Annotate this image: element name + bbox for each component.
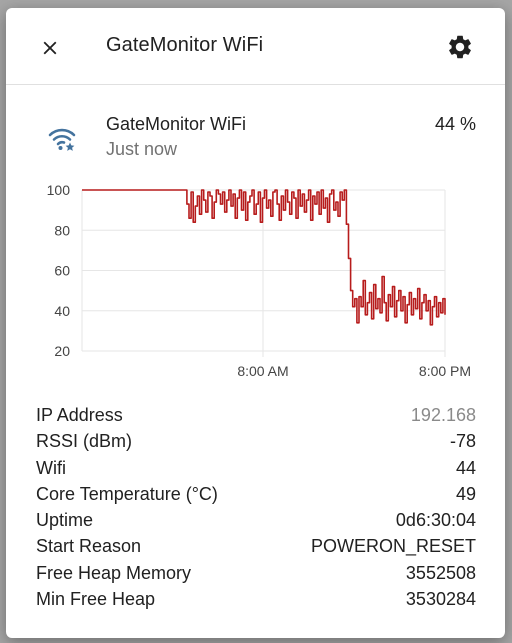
dialog-header: GateMonitor WiFi (6, 8, 505, 85)
attribute-value: 0d6:30:04 (395, 510, 476, 531)
attribute-key: IP Address (36, 405, 123, 425)
attribute-value: 3552508 (405, 562, 476, 583)
attribute-value: 3530284 (405, 589, 476, 610)
y-tick-label: 60 (54, 263, 70, 279)
series-line (82, 189, 446, 326)
attributes-list: IP Address 192.168 RSSI (dBm) -78 Wifi 4… (36, 402, 476, 612)
entity-state: 44 % (434, 114, 476, 134)
attribute-key: Start Reason (36, 536, 142, 557)
y-tick-label: 20 (54, 343, 70, 359)
x-tick-label: 8:00 PM (419, 363, 471, 379)
attribute-key: Wifi (36, 457, 66, 478)
close-icon (43, 41, 57, 55)
attribute-row: Min Free Heap 3530284 (36, 586, 476, 612)
gear-icon (449, 35, 471, 59)
attribute-key: Core Temperature (°C) (36, 483, 218, 504)
attribute-row: Uptime 0d6:30:04 (36, 507, 476, 533)
settings-button[interactable] (443, 30, 477, 64)
entity-name: GateMonitor WiFi (106, 114, 247, 134)
entity-state-row: GateMonitor WiFi Just now 44 % (6, 108, 505, 168)
y-tick-label: 40 (54, 303, 70, 319)
attribute-row: Core Temperature (°C) 49 (36, 481, 476, 507)
y-tick-label: 80 (54, 222, 70, 238)
x-tick-label: 8:00 AM (237, 363, 288, 379)
last-changed: Just now (106, 139, 178, 159)
attribute-key: Min Free Heap (36, 589, 156, 610)
more-info-dialog: GateMonitor WiFi GateMonitor WiFi Just n… (6, 8, 505, 638)
y-tick-label: 100 (47, 182, 71, 198)
attribute-row: Free Heap Memory 3552508 (36, 560, 476, 586)
attribute-value: POWERON_RESET (310, 536, 476, 557)
attribute-value: -78 (449, 431, 476, 452)
attribute-key: Free Heap Memory (36, 562, 192, 583)
attribute-value: 49 (455, 483, 476, 504)
attribute-row: RSSI (dBm) -78 (36, 428, 476, 454)
attribute-key: RSSI (dBm) (36, 431, 133, 452)
attribute-value: 192.168 (410, 405, 476, 425)
attribute-row: Wifi 44 (36, 455, 476, 481)
attribute-row: Start Reason POWERON_RESET (36, 533, 476, 559)
wifi-star-icon (46, 124, 78, 156)
dialog-title: GateMonitor WiFi (106, 34, 264, 56)
attribute-row: IP Address 192.168 (36, 402, 476, 428)
close-button[interactable] (34, 32, 66, 64)
attribute-key: Uptime (36, 510, 94, 531)
history-chart[interactable]: 100 80 60 40 20 8:00 AM 8:00 PM (6, 178, 505, 388)
attribute-value: 44 (455, 457, 476, 478)
